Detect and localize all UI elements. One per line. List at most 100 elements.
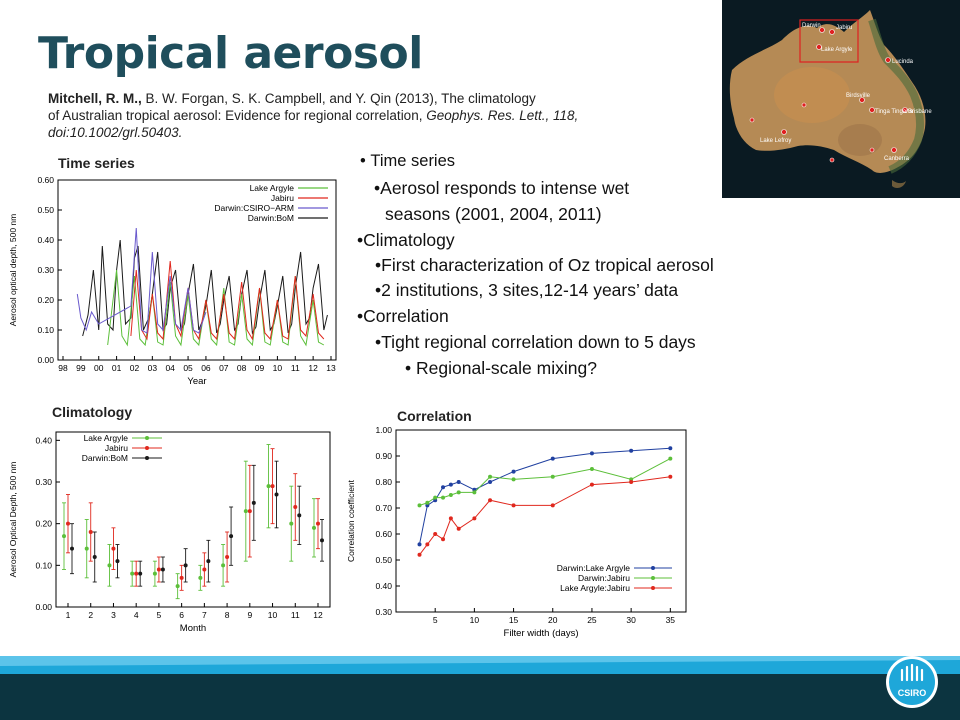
- map-label-canberra: Canberra: [884, 156, 910, 162]
- y-tick-label: 0.40: [35, 435, 52, 445]
- data-point: [251, 500, 256, 505]
- data-point: [448, 493, 453, 497]
- data-point: [111, 546, 116, 551]
- bullet-item: •Climatology: [357, 230, 455, 250]
- x-tick-label: 3: [111, 610, 116, 620]
- series-line: [82, 239, 328, 337]
- data-point: [668, 446, 673, 451]
- series-line: [130, 260, 325, 341]
- data-point: [550, 456, 555, 461]
- x-tick-label: 10: [273, 363, 283, 373]
- map-label-jabiru: Jabiru: [836, 25, 852, 31]
- x-tick-label: 03: [148, 363, 158, 373]
- data-point: [456, 490, 461, 495]
- data-point: [417, 552, 422, 557]
- citation-authors-bold: Mitchell, R. M.,: [48, 91, 142, 106]
- data-point: [202, 567, 207, 572]
- legend-marker: [145, 456, 149, 460]
- x-tick-label: 5: [157, 610, 162, 620]
- data-point: [433, 532, 438, 536]
- data-point: [448, 482, 453, 487]
- x-tick-label: 5: [433, 615, 438, 625]
- data-point: [243, 509, 248, 514]
- y-axis-label: Aerosol Optical Depth, 500 nm: [8, 462, 18, 578]
- map-label-lake-lefroy: Lake Lefroy: [760, 138, 791, 144]
- bullet-text: seasons (2001, 2004, 2011): [385, 204, 602, 224]
- data-point: [456, 480, 461, 484]
- bullet-item: seasons (2001, 2004, 2011): [385, 204, 602, 225]
- x-tick-label: 07: [219, 363, 229, 373]
- legend-label: Jabiru: [105, 443, 128, 453]
- y-tick-label: 0.60: [375, 529, 392, 539]
- data-point: [511, 503, 516, 508]
- bullet-item: •Correlation: [357, 306, 449, 326]
- data-point: [221, 563, 226, 568]
- data-point: [183, 563, 188, 568]
- data-point: [488, 480, 493, 484]
- data-point: [488, 498, 493, 503]
- legend-label: Darwin:Jabiru: [578, 573, 630, 583]
- data-point: [472, 516, 477, 521]
- bullet-item: •Aerosol responds to intense wet: [374, 178, 630, 198]
- x-tick-label: 08: [237, 363, 247, 373]
- bullet-text: Time series: [370, 152, 456, 170]
- x-tick-label: 06: [201, 363, 211, 373]
- data-point: [511, 469, 516, 474]
- y-tick-label: 0.10: [35, 560, 52, 570]
- data-point: [425, 542, 430, 547]
- citation-authors: B. W. Forgan, S. K. Campbell, and Y. Qin…: [141, 91, 536, 106]
- plot-frame: [55, 431, 331, 608]
- data-point: [417, 503, 422, 508]
- x-axis-label: Filter width (days): [504, 628, 579, 639]
- timeseries-label: Time series: [58, 155, 135, 171]
- y-tick-label: 0.10: [37, 325, 54, 335]
- map-label-tinga-tingana: Tinga Tingana: [875, 109, 913, 115]
- x-tick-label: 11: [291, 610, 300, 620]
- data-point: [66, 521, 70, 526]
- y-tick-label: 0.00: [37, 355, 54, 365]
- y-tick-label: 0.90: [375, 451, 392, 461]
- data-point: [107, 563, 112, 568]
- data-point: [138, 571, 143, 576]
- data-point: [297, 513, 302, 518]
- csiro-logo: CSIRO: [886, 656, 938, 708]
- slide-title: Tropical aerosol: [38, 28, 423, 79]
- plot-frame: [395, 429, 687, 613]
- x-tick-label: 35: [666, 615, 676, 625]
- x-tick-label: 10: [268, 610, 278, 620]
- x-tick-label: 00: [94, 363, 104, 373]
- data-point: [472, 490, 477, 495]
- x-tick-label: 1: [66, 610, 71, 620]
- csiro-logo-text: CSIRO: [898, 688, 927, 698]
- x-tick-label: 4: [134, 610, 139, 620]
- series-line: [76, 227, 207, 334]
- x-tick-label: 12: [313, 610, 323, 620]
- x-tick-label: 05: [183, 363, 193, 373]
- x-tick-label: 15: [509, 615, 519, 625]
- bullet-item: • Regional-scale mixing?: [405, 358, 597, 378]
- data-point: [550, 474, 555, 479]
- map-label-lucinda: Lucinda: [892, 59, 914, 65]
- data-point: [425, 500, 430, 505]
- x-tick-label: 09: [255, 363, 265, 373]
- bullet-item: • Time series: [360, 152, 456, 170]
- data-point: [441, 495, 446, 500]
- citation-title: of Australian tropical aerosol: Evidence…: [48, 108, 427, 123]
- citation-journal: Geophys. Res. Lett., 118,: [426, 108, 579, 123]
- data-point: [160, 567, 165, 572]
- bullet-text: Aerosol responds to intense wet: [380, 178, 630, 198]
- study-region-box: [799, 19, 859, 63]
- data-point: [589, 467, 594, 471]
- legend-label: Lake Argyle: [84, 433, 129, 443]
- data-point: [84, 546, 89, 551]
- data-point: [289, 521, 294, 526]
- plot-frame: [57, 179, 337, 361]
- data-point: [152, 571, 157, 576]
- map-label-birdsville: Birdsville: [846, 93, 871, 99]
- map-label-lake-argyle: Lake Argyle: [821, 47, 853, 53]
- y-tick-label: 0.40: [375, 581, 392, 591]
- climatology-label: Climatology: [52, 404, 133, 420]
- bullet-item: •Tight regional correlation down to 5 da…: [375, 332, 696, 352]
- bullet-text: Climatology: [363, 230, 455, 250]
- y-tick-label: 0.30: [35, 477, 52, 487]
